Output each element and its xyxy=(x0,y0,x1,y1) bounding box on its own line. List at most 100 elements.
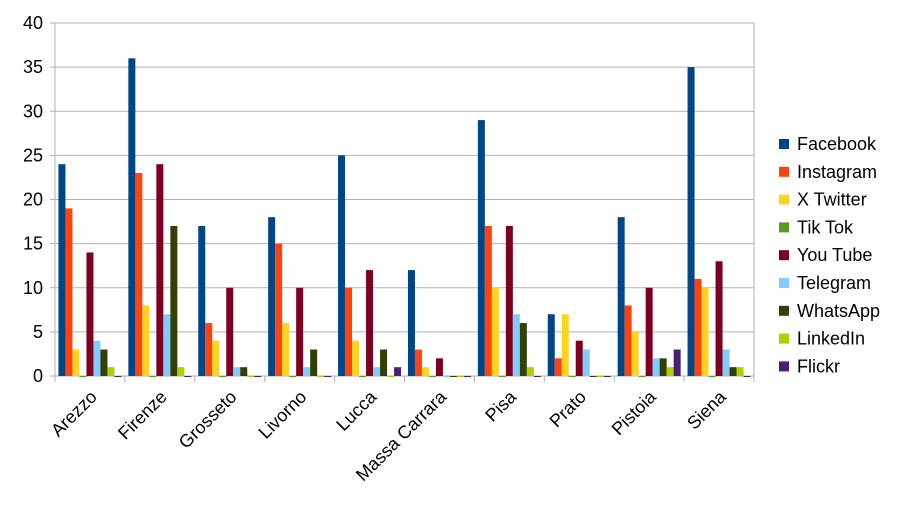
x-tick-label: Lucca xyxy=(332,386,381,435)
bar xyxy=(701,287,709,376)
y-tick-label: 10 xyxy=(23,278,43,298)
bar xyxy=(359,376,367,377)
bar xyxy=(394,367,402,376)
bar xyxy=(603,376,611,377)
legend-swatch xyxy=(779,222,789,233)
bar xyxy=(373,367,381,376)
x-tick-label: Grosseto xyxy=(175,387,241,453)
bar xyxy=(114,376,122,377)
bar xyxy=(673,349,681,376)
x-tick-label: Prato xyxy=(546,387,591,432)
bar xyxy=(582,349,590,376)
legend-label: Instagram xyxy=(797,162,877,182)
bar xyxy=(198,225,206,376)
bar xyxy=(296,287,304,376)
bar xyxy=(687,67,695,376)
bar xyxy=(449,376,457,377)
bar xyxy=(226,287,234,376)
bar xyxy=(233,367,241,376)
bar xyxy=(512,314,520,376)
bar xyxy=(736,367,744,376)
legend-swatch xyxy=(779,361,789,372)
bar xyxy=(107,367,115,376)
y-tick-label: 40 xyxy=(23,13,43,33)
bar xyxy=(659,358,667,376)
legend-swatch xyxy=(779,194,789,205)
bar xyxy=(442,376,450,377)
legend-label: Tik Tok xyxy=(797,217,854,237)
bar xyxy=(156,164,164,376)
bar xyxy=(638,376,646,377)
bar xyxy=(568,376,576,377)
legend-label: Facebook xyxy=(797,134,877,154)
bar xyxy=(589,376,597,377)
bar xyxy=(268,217,276,376)
bar xyxy=(79,376,87,377)
bar xyxy=(149,376,157,377)
bar xyxy=(163,314,171,376)
bar xyxy=(498,376,506,377)
bar xyxy=(65,208,73,376)
x-tick-label: Firenze xyxy=(114,387,171,444)
x-tick-label: Livorno xyxy=(255,387,311,443)
bar xyxy=(380,349,388,376)
bar xyxy=(58,164,66,376)
bar xyxy=(205,323,213,376)
bar xyxy=(708,376,716,377)
bar xyxy=(128,58,136,377)
bar xyxy=(240,367,248,376)
bar xyxy=(624,305,632,376)
bar xyxy=(526,367,534,376)
x-tick-label: Arezzo xyxy=(47,387,101,441)
legend-swatch xyxy=(779,278,789,288)
x-tick-label: Pisa xyxy=(481,386,521,426)
bar xyxy=(100,349,108,376)
bar xyxy=(310,349,318,376)
bar xyxy=(547,314,555,376)
bar xyxy=(554,358,562,376)
bar xyxy=(715,261,723,376)
legend-label: X Twitter xyxy=(797,190,867,210)
bar xyxy=(631,331,639,376)
legend-swatch xyxy=(779,166,789,177)
bar xyxy=(86,252,94,376)
bar xyxy=(303,367,311,376)
bar xyxy=(407,270,415,376)
x-tick-label: Pistoia xyxy=(608,386,661,439)
bar xyxy=(219,376,227,377)
y-tick-label: 15 xyxy=(23,234,43,254)
bar xyxy=(345,287,353,376)
bar xyxy=(477,120,485,376)
bar xyxy=(352,340,360,376)
bar xyxy=(729,367,737,376)
bar xyxy=(212,340,220,376)
legend-label: LinkedIn xyxy=(797,329,865,349)
bar xyxy=(170,225,178,376)
bar xyxy=(463,376,471,377)
bar xyxy=(177,367,185,376)
bar xyxy=(289,376,297,377)
bar xyxy=(317,376,325,377)
y-tick-label: 25 xyxy=(23,145,43,165)
bar xyxy=(338,155,346,376)
x-tick-label: Siena xyxy=(683,386,730,433)
bar xyxy=(142,305,150,376)
bar xyxy=(533,376,541,377)
y-tick-label: 20 xyxy=(23,190,43,210)
bar xyxy=(324,376,332,377)
legend-label: Telegram xyxy=(797,273,871,293)
bar xyxy=(247,376,255,377)
bar xyxy=(93,340,101,376)
legend-swatch xyxy=(779,250,789,261)
bar xyxy=(414,349,422,376)
bar xyxy=(519,323,527,376)
bar xyxy=(694,278,702,376)
bar xyxy=(722,349,730,376)
bar xyxy=(275,243,283,376)
bar xyxy=(184,376,192,377)
legend-swatch xyxy=(779,139,789,149)
bar xyxy=(491,287,499,376)
legend-label: Flickr xyxy=(797,356,840,376)
bar xyxy=(596,376,604,377)
bar xyxy=(575,340,583,376)
